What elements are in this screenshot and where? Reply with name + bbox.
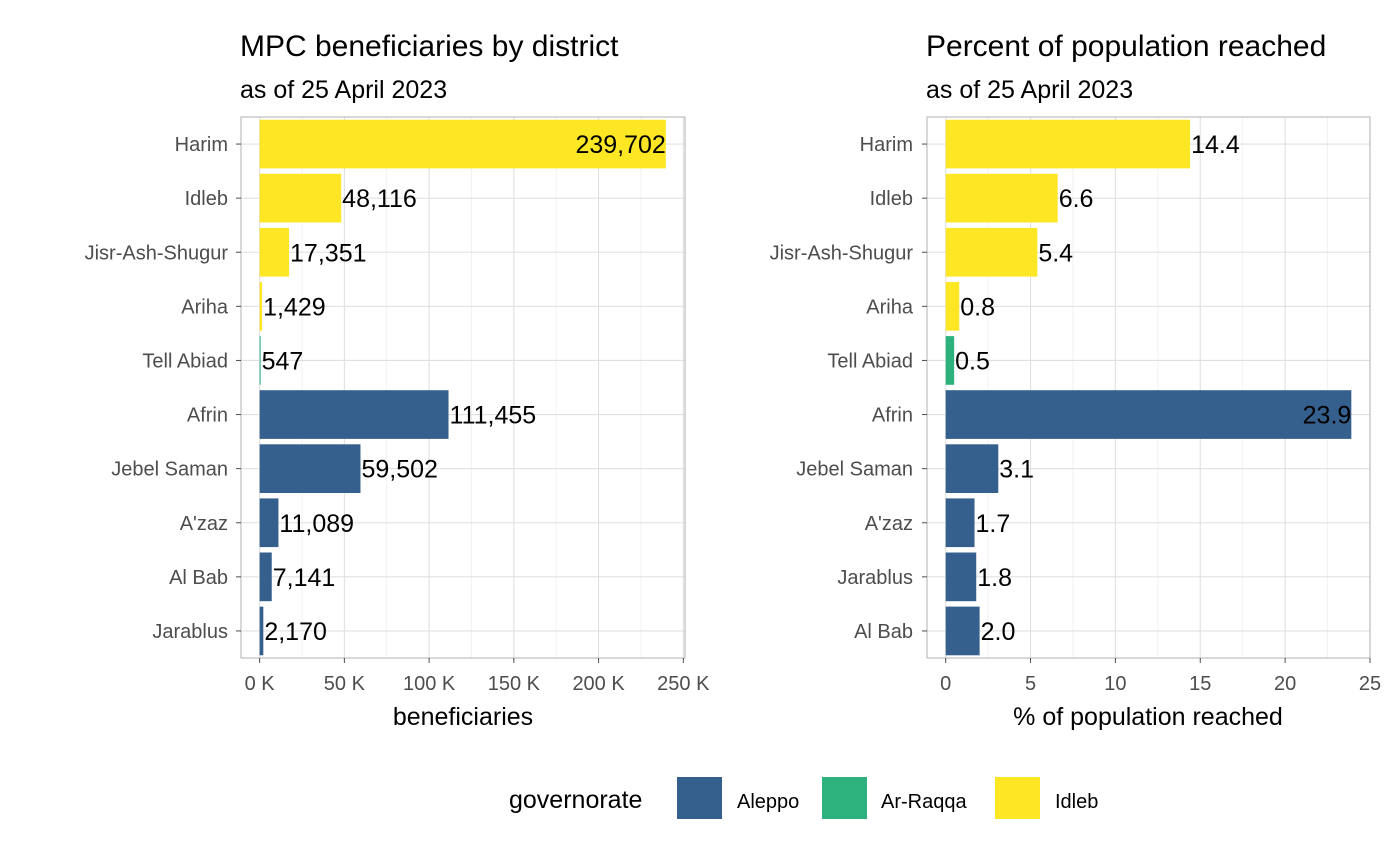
x-axis-title: beneficiaries bbox=[393, 703, 533, 731]
panel-border bbox=[926, 116, 1371, 659]
category-label-ariha: Ariha bbox=[181, 296, 229, 318]
data-label-jarablus: 1.8 bbox=[977, 564, 1012, 592]
bar-tell-abiad bbox=[945, 336, 955, 385]
data-label-afrin: 23.9 bbox=[1303, 402, 1352, 430]
x-tick-label: 20 bbox=[1274, 673, 1296, 695]
bar-al-bab bbox=[259, 552, 272, 602]
chart-title: MPC beneficiaries by district bbox=[240, 30, 619, 63]
data-label-jarablus: 2,170 bbox=[264, 618, 327, 646]
bar-jarablus bbox=[945, 552, 977, 602]
x-axis: 0 K 50 K 100 K 150 K 200 K 250 K bbox=[245, 658, 710, 695]
data-label-a-zaz: 11,089 bbox=[279, 510, 354, 538]
data-labels: 239,702 48,116 17,351 1,429 547 111,455 59,502… bbox=[262, 131, 666, 646]
bar-harim bbox=[945, 119, 1191, 169]
x-axis: 0 5 10 15 20 25 bbox=[940, 658, 1381, 695]
x-axis-title: % of population reached bbox=[1013, 703, 1283, 731]
x-tick-label: 0 K bbox=[245, 673, 276, 695]
category-label-jebel-saman: Jebel Saman bbox=[796, 459, 913, 481]
category-label-harim: Harim bbox=[860, 134, 913, 156]
data-label-al-bab: 7,141 bbox=[273, 564, 336, 592]
data-label-afrin: 111,455 bbox=[450, 402, 537, 430]
category-label-ariha: Ariha bbox=[866, 296, 914, 318]
data-label-jebel-saman: 59,502 bbox=[361, 456, 437, 484]
legend-swatch-idleb bbox=[995, 777, 1040, 819]
x-tick-label: 250 K bbox=[657, 673, 710, 695]
legend-swatch-ar-raqqa bbox=[822, 777, 867, 819]
bar-jisr-ash-shugur bbox=[945, 227, 1038, 277]
category-label-idleb: Idleb bbox=[870, 188, 913, 210]
x-tick-label: 25 bbox=[1359, 673, 1381, 695]
data-labels: 14.4 6.6 5.4 0.8 0.5 23.9 3.1 1.7 1.8 2.0 bbox=[955, 131, 1351, 646]
x-tick-label: 150 K bbox=[488, 673, 541, 695]
data-label-harim: 14.4 bbox=[1191, 131, 1240, 159]
legend-label-idleb: Idleb bbox=[1055, 791, 1098, 813]
bar-afrin bbox=[945, 390, 1352, 439]
bar-jisr-ash-shugur bbox=[259, 227, 290, 277]
bar-jebel-saman bbox=[945, 444, 999, 493]
chart-beneficiaries: MPC beneficiaries by district as of 25 A… bbox=[85, 30, 710, 731]
chart-subtitle: as of 25 April 2023 bbox=[240, 76, 447, 104]
chart-subtitle: as of 25 April 2023 bbox=[926, 76, 1133, 104]
category-label-tell-abiad: Tell Abiad bbox=[827, 350, 913, 372]
data-label-jisr-ash-shugur: 5.4 bbox=[1038, 239, 1073, 267]
category-label-harim: Harim bbox=[175, 134, 228, 156]
category-label-jarablus: Jarablus bbox=[152, 621, 228, 643]
category-label-tell-abiad: Tell Abiad bbox=[142, 350, 228, 372]
bar-al-bab bbox=[945, 606, 980, 656]
legend-swatch-aleppo bbox=[677, 777, 722, 819]
y-axis: Harim Idleb Jisr-Ash-Shugur Ariha Tell Abiad… bbox=[85, 134, 241, 643]
category-label-al-bab: Al Bab bbox=[854, 621, 913, 643]
bar-ariha bbox=[259, 282, 263, 331]
bar-a-zaz bbox=[945, 498, 975, 548]
bar-jarablus bbox=[259, 606, 264, 656]
bar-idleb bbox=[259, 173, 342, 223]
category-label-jisr-ash-shugur: Jisr-Ash-Shugur bbox=[770, 242, 914, 264]
data-label-ariha: 1,429 bbox=[263, 293, 326, 321]
category-label-idleb: Idleb bbox=[185, 188, 228, 210]
data-label-jebel-saman: 3.1 bbox=[999, 456, 1034, 484]
x-tick-label: 5 bbox=[1025, 673, 1036, 695]
bars bbox=[945, 119, 1352, 656]
legend-label-aleppo: Aleppo bbox=[737, 791, 799, 813]
x-tick-label: 15 bbox=[1189, 673, 1211, 695]
category-label-jebel-saman: Jebel Saman bbox=[111, 459, 228, 481]
legend-title: governorate bbox=[509, 786, 642, 814]
legend-label-ar-raqqa: Ar-Raqqa bbox=[881, 791, 967, 813]
bar-tell-abiad bbox=[259, 336, 261, 385]
bars bbox=[259, 119, 666, 656]
category-label-jarablus: Jarablus bbox=[837, 567, 913, 589]
data-label-a-zaz: 1.7 bbox=[976, 510, 1011, 538]
x-tick-label: 50 K bbox=[324, 673, 366, 695]
data-label-idleb: 48,116 bbox=[342, 185, 417, 213]
data-label-idleb: 6.6 bbox=[1059, 185, 1094, 213]
category-label-a-zaz: A'zaz bbox=[865, 513, 913, 535]
x-tick-label: 100 K bbox=[403, 673, 456, 695]
bar-harim bbox=[259, 119, 666, 169]
data-label-tell-abiad: 547 bbox=[262, 347, 304, 375]
data-label-ariha: 0.8 bbox=[960, 293, 995, 321]
category-label-afrin: Afrin bbox=[187, 405, 228, 427]
category-label-jisr-ash-shugur: Jisr-Ash-Shugur bbox=[85, 242, 229, 264]
category-label-a-zaz: A'zaz bbox=[180, 513, 228, 535]
legend: governorate Aleppo Ar-Raqqa Idleb bbox=[509, 777, 1098, 819]
data-label-harim: 239,702 bbox=[575, 131, 665, 159]
chart-title: Percent of population reached bbox=[926, 30, 1326, 63]
data-label-al-bab: 2.0 bbox=[981, 618, 1016, 646]
chart-percent-reached: Percent of population reached as of 25 A… bbox=[770, 30, 1382, 731]
data-label-jisr-ash-shugur: 17,351 bbox=[290, 239, 366, 267]
y-axis: Harim Idleb Jisr-Ash-Shugur Ariha Tell Abiad… bbox=[770, 134, 927, 643]
data-label-tell-abiad: 0.5 bbox=[955, 347, 990, 375]
x-tick-label: 10 bbox=[1104, 673, 1126, 695]
bar-ariha bbox=[945, 282, 960, 331]
category-label-al-bab: Al Bab bbox=[169, 567, 228, 589]
bar-a-zaz bbox=[259, 498, 279, 548]
category-label-afrin: Afrin bbox=[872, 405, 913, 427]
x-tick-label: 200 K bbox=[572, 673, 625, 695]
bar-afrin bbox=[259, 390, 449, 439]
panel-border bbox=[240, 116, 686, 659]
bar-idleb bbox=[945, 173, 1058, 223]
x-tick-label: 0 bbox=[940, 673, 951, 695]
bar-jebel-saman bbox=[259, 444, 361, 493]
